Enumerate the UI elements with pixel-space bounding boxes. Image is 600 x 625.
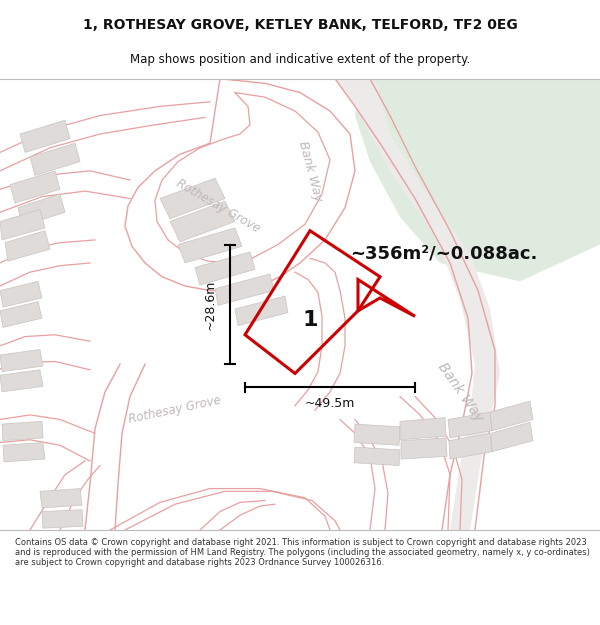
- Polygon shape: [235, 296, 288, 326]
- Polygon shape: [195, 252, 255, 285]
- Polygon shape: [400, 418, 446, 440]
- Text: Map shows position and indicative extent of the property.: Map shows position and indicative extent…: [130, 52, 470, 66]
- Polygon shape: [42, 510, 83, 528]
- Polygon shape: [30, 143, 80, 176]
- Polygon shape: [355, 79, 600, 281]
- Polygon shape: [18, 194, 65, 226]
- Polygon shape: [20, 120, 70, 152]
- Polygon shape: [2, 421, 43, 441]
- Polygon shape: [178, 228, 242, 263]
- Text: ~49.5m: ~49.5m: [305, 398, 355, 411]
- Polygon shape: [491, 422, 533, 452]
- Polygon shape: [0, 370, 43, 392]
- Polygon shape: [354, 424, 400, 445]
- Polygon shape: [449, 433, 492, 459]
- Polygon shape: [0, 281, 42, 307]
- Polygon shape: [5, 231, 50, 261]
- Polygon shape: [0, 209, 45, 240]
- Polygon shape: [448, 412, 492, 438]
- Polygon shape: [10, 171, 60, 203]
- Text: ~28.6m: ~28.6m: [203, 279, 217, 329]
- Text: Bank Way: Bank Way: [434, 359, 485, 424]
- Text: 1: 1: [302, 310, 318, 330]
- Text: ~356m²/~0.088ac.: ~356m²/~0.088ac.: [350, 245, 538, 262]
- Polygon shape: [354, 447, 400, 466]
- Polygon shape: [170, 201, 235, 242]
- Text: Bank Way: Bank Way: [296, 139, 325, 202]
- Polygon shape: [40, 489, 82, 508]
- Text: Rothesay Grove: Rothesay Grove: [174, 177, 262, 235]
- Polygon shape: [335, 79, 500, 530]
- Polygon shape: [3, 442, 45, 462]
- Polygon shape: [160, 178, 225, 219]
- Text: 1, ROTHESAY GROVE, KETLEY BANK, TELFORD, TF2 0EG: 1, ROTHESAY GROVE, KETLEY BANK, TELFORD,…: [83, 18, 517, 32]
- Text: Contains OS data © Crown copyright and database right 2021. This information is : Contains OS data © Crown copyright and d…: [15, 538, 590, 568]
- Polygon shape: [490, 401, 533, 431]
- Polygon shape: [401, 438, 447, 459]
- Polygon shape: [0, 302, 42, 328]
- Polygon shape: [215, 274, 274, 305]
- Text: Rothesay Grove: Rothesay Grove: [127, 394, 223, 426]
- Polygon shape: [0, 349, 43, 372]
